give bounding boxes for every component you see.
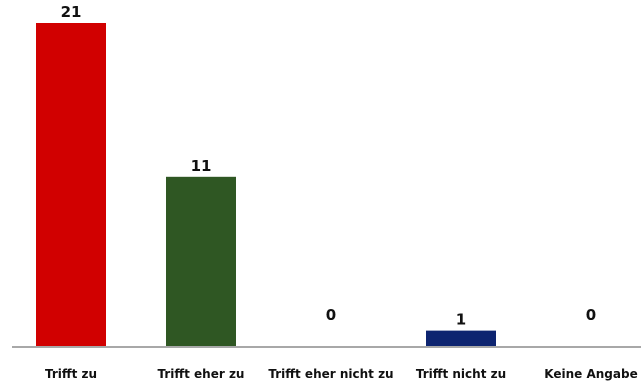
- data-label-0: 21: [61, 3, 82, 21]
- x-tick-label-2: Trifft eher nicht zu: [268, 367, 393, 381]
- data-label-3: 1: [456, 311, 466, 329]
- bar-1: [166, 176, 236, 346]
- data-label-4: 0: [586, 306, 596, 324]
- data-label-1: 11: [191, 157, 212, 175]
- bar-0: [36, 23, 106, 346]
- x-tick-label-1: Trifft eher zu: [158, 367, 245, 381]
- data-label-2: 0: [326, 306, 336, 324]
- bars: [36, 23, 496, 346]
- category-labels: Trifft zu Trifft eher zu Trifft eher nicht…: [45, 367, 638, 381]
- value-labels: 21 11 0 1 0: [61, 3, 597, 329]
- x-tick-label-0: Trifft zu: [45, 367, 97, 381]
- x-tick-label-3: Trifft nicht zu: [416, 367, 506, 381]
- x-tick-label-4: Keine Angabe: [544, 367, 637, 381]
- bar-3: [426, 330, 496, 346]
